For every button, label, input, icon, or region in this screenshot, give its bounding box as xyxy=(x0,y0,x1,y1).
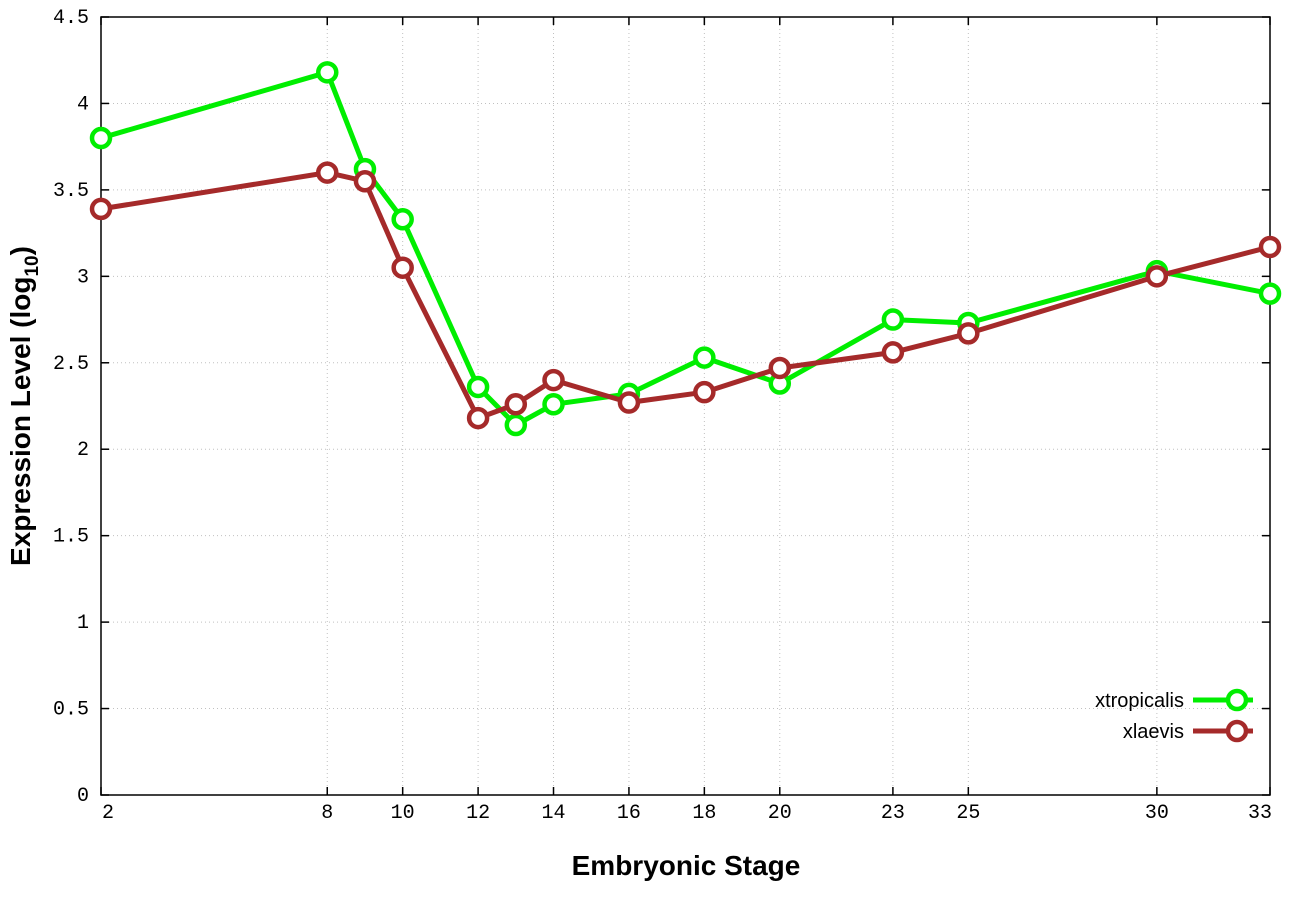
data-point-xtropicalis xyxy=(466,375,490,399)
data-point-xlaevis xyxy=(617,391,641,414)
data-point-xtropicalis xyxy=(504,413,528,437)
x-tick-label: 23 xyxy=(881,802,905,825)
x-tick-label: 25 xyxy=(956,802,980,825)
legend-label-xlaevis: xlaevis xyxy=(1123,721,1184,743)
x-tick-label: 12 xyxy=(466,802,490,825)
data-point-xlaevis xyxy=(504,393,528,416)
y-tick-label: 1.5 xyxy=(53,526,89,549)
y-tick-label: 3.5 xyxy=(53,180,89,203)
y-axis-title: Expression Level (log10) xyxy=(5,246,43,566)
grid xyxy=(101,17,1270,795)
data-point-xlaevis xyxy=(881,341,905,364)
data-point-xtropicalis xyxy=(693,346,716,369)
x-tick-label: 8 xyxy=(321,802,333,825)
y-axis-title-main: Expression Level (log xyxy=(5,277,36,566)
data-point-xlaevis xyxy=(391,256,414,279)
legend-label-xtropicalis: xtropicalis xyxy=(1095,690,1184,712)
series-line-xlaevis xyxy=(100,170,1271,421)
data-point-xlaevis xyxy=(768,356,792,380)
data-point-xtropicalis xyxy=(89,126,113,150)
plot-frame xyxy=(100,16,1271,796)
data-point-xlaevis xyxy=(353,169,377,193)
legend: xtropicalis xlaevis xyxy=(1095,688,1253,743)
y-tick-label: 4.5 xyxy=(53,7,89,30)
y-tick-label: 0.5 xyxy=(53,699,89,722)
y-tick-label: 4 xyxy=(77,93,89,116)
data-point-xlaevis xyxy=(316,161,339,184)
series-layer xyxy=(89,61,1282,437)
data-point-xtropicalis xyxy=(316,61,339,84)
data-point-xlaevis xyxy=(1145,265,1169,288)
x-tick-label: 2 xyxy=(102,802,114,825)
data-point-xlaevis xyxy=(542,368,565,392)
data-point-xtropicalis xyxy=(542,393,565,416)
data-point-xlaevis xyxy=(466,406,490,430)
x-tick-label: 30 xyxy=(1145,802,1169,825)
data-point-xlaevis xyxy=(89,197,113,221)
axis-ticks: 0 0.5 1 1.5 2 2.5 3 3.5 4 4.5 2 8 10 12 14 16 18 20 23 25 30… xyxy=(53,7,1272,825)
data-point-xlaevis xyxy=(693,380,716,404)
data-point-xtropicalis xyxy=(391,208,414,231)
x-tick-label: 10 xyxy=(391,802,415,825)
data-point-xtropicalis xyxy=(881,308,905,331)
legend-swatch-marker xyxy=(1225,688,1249,712)
legend-swatch-marker xyxy=(1225,719,1249,743)
y-tick-label: 2.5 xyxy=(53,353,89,376)
y-tick-label: 3 xyxy=(77,266,89,289)
x-tick-label: 20 xyxy=(768,802,792,825)
y-tick-label: 0 xyxy=(77,785,89,808)
x-tick-label: 18 xyxy=(692,802,716,825)
y-tick-label: 2 xyxy=(77,439,89,462)
x-tick-label: 14 xyxy=(542,802,566,825)
y-axis-title-subscript: 10 xyxy=(22,255,43,276)
x-tick-label: 33 xyxy=(1248,802,1272,825)
data-point-xtropicalis xyxy=(1258,282,1282,305)
y-axis-title-close: ) xyxy=(5,246,36,255)
x-axis-title: Embryonic Stage xyxy=(572,850,801,881)
data-point-xlaevis xyxy=(957,322,980,345)
y-tick-label: 1 xyxy=(77,612,89,635)
series-line-xtropicalis xyxy=(100,69,1271,428)
data-point-xlaevis xyxy=(1258,235,1282,259)
x-tick-label: 16 xyxy=(617,802,641,825)
